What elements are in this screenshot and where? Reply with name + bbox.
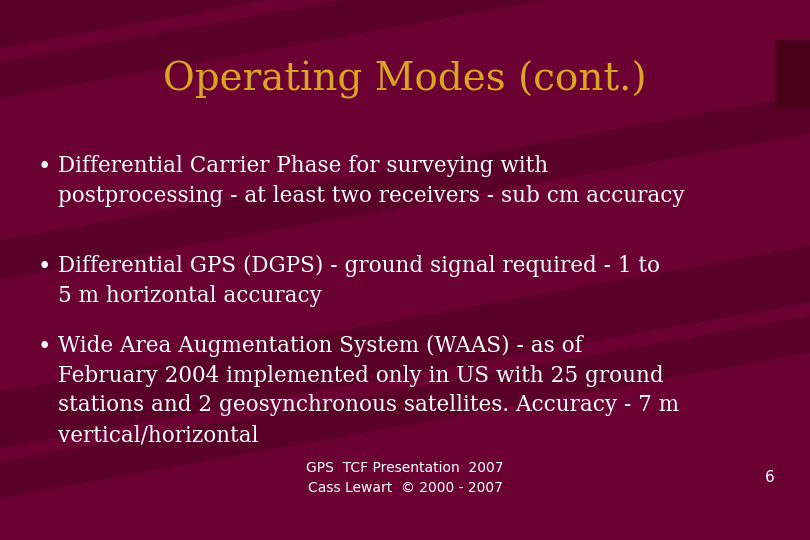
Polygon shape [0,0,810,57]
Text: 6: 6 [765,470,775,485]
Text: GPS  TCF Presentation  2007: GPS TCF Presentation 2007 [306,461,504,475]
Polygon shape [0,238,810,456]
Text: Differential Carrier Phase for surveying with
postprocessing - at least two rece: Differential Carrier Phase for surveying… [58,155,684,207]
Text: •: • [38,155,51,178]
Text: •: • [38,335,51,358]
Polygon shape [0,308,810,507]
Text: •: • [38,255,51,278]
Polygon shape [0,86,810,288]
Text: Differential GPS (DGPS) - ground signal required - 1 to
5 m horizontal accuracy: Differential GPS (DGPS) - ground signal … [58,255,660,307]
Text: Operating Modes (cont.): Operating Modes (cont.) [163,61,647,99]
Text: Cass Lewart  © 2000 - 2007: Cass Lewart © 2000 - 2007 [308,481,502,495]
Bar [775,40,810,110]
Text: Wide Area Augmentation System (WAAS) - as of
February 2004 implemented only in U: Wide Area Augmentation System (WAAS) - a… [58,335,679,446]
Polygon shape [0,0,810,106]
